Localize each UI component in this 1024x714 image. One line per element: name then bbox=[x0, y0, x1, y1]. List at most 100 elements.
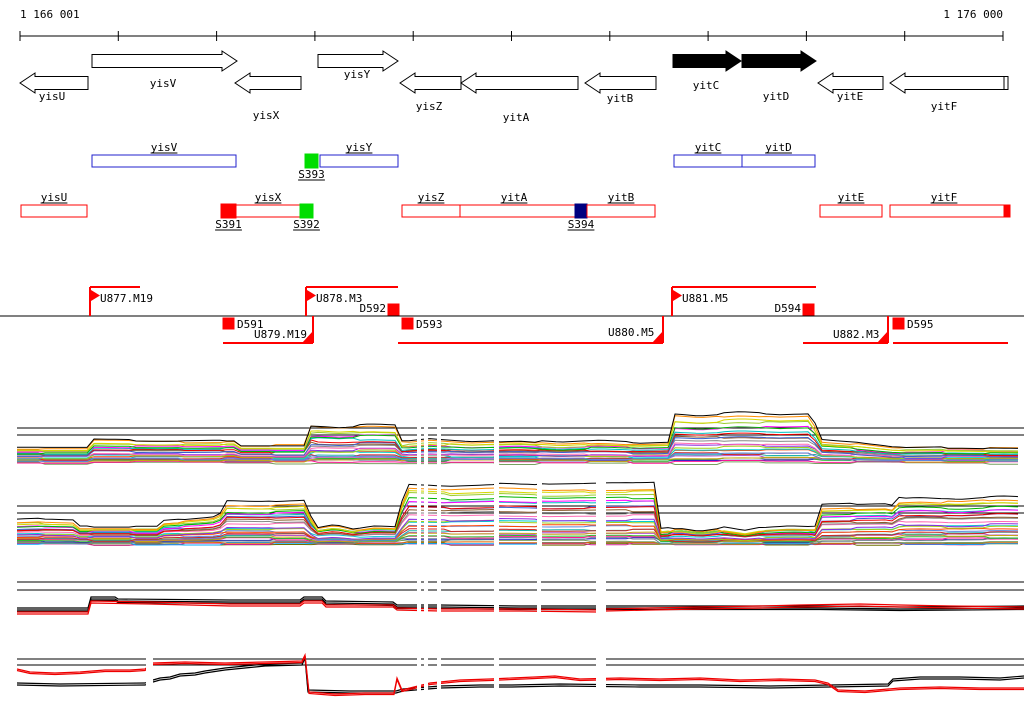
segment-box[interactable] bbox=[459, 204, 588, 218]
gene-arrow-shape[interactable] bbox=[399, 72, 462, 94]
ud-feature-U879.M19[interactable]: U879.M19 bbox=[223, 316, 314, 344]
segment-label[interactable]: yitA bbox=[501, 191, 528, 204]
summary-line-black bbox=[16, 657, 1024, 694]
segment-yisZ[interactable]: yisZ bbox=[401, 191, 461, 218]
segment-yitE[interactable]: yitE bbox=[819, 191, 883, 218]
ud-feature-U880.M5[interactable]: U880.M5 bbox=[398, 316, 664, 344]
ud-label: D593 bbox=[416, 318, 443, 331]
segment-label[interactable]: yitE bbox=[838, 191, 865, 204]
data-gap bbox=[596, 477, 606, 552]
segment-S393[interactable]: S393 bbox=[298, 153, 325, 181]
segment-box[interactable] bbox=[586, 204, 656, 218]
profile-line bbox=[17, 430, 1018, 455]
segment-label[interactable]: yisZ bbox=[418, 191, 445, 204]
segment-box[interactable] bbox=[889, 204, 1011, 218]
segment-square[interactable] bbox=[299, 203, 314, 219]
gene-arrow-yitD[interactable]: yitD bbox=[741, 50, 817, 103]
segment-square[interactable] bbox=[304, 153, 319, 169]
segment-label[interactable]: yitC bbox=[695, 141, 722, 154]
gene-arrow-yisU[interactable]: yisU bbox=[19, 72, 89, 103]
ruler-start-coordinate: 1 166 001 bbox=[20, 8, 80, 21]
gene-label: yisU bbox=[39, 90, 66, 103]
gene-arrow-shape[interactable] bbox=[741, 50, 817, 72]
segment-yitC[interactable]: yitC bbox=[673, 141, 743, 168]
segment-yisV[interactable]: yisV bbox=[91, 141, 237, 168]
segment-label[interactable]: yisY bbox=[346, 141, 373, 154]
segment-box[interactable] bbox=[319, 154, 399, 168]
gene-label: yitD bbox=[763, 90, 790, 103]
gene-arrow-shape[interactable] bbox=[817, 72, 884, 94]
ud-feature-D595[interactable]: D595 bbox=[892, 317, 1008, 344]
segment-box[interactable] bbox=[819, 204, 883, 218]
ud-label: D591 bbox=[237, 318, 264, 331]
segment-box[interactable] bbox=[741, 154, 816, 168]
segment-label[interactable]: yisX bbox=[255, 191, 282, 204]
gene-arrow-shape[interactable] bbox=[19, 72, 89, 94]
segment-S394[interactable]: S394 bbox=[567, 203, 595, 231]
segment-box[interactable] bbox=[673, 154, 743, 168]
segment-label[interactable]: S394 bbox=[568, 218, 595, 231]
segment-label[interactable]: yitB bbox=[608, 191, 635, 204]
segment-box[interactable] bbox=[235, 204, 301, 218]
segment-label[interactable]: S391 bbox=[215, 218, 242, 231]
ud-feature-D593[interactable]: D593 bbox=[401, 317, 443, 331]
ud-track: U877.M19 U878.M3 U881.M5 U879.M19 U880.M5 U88… bbox=[0, 286, 1024, 344]
signal-panel-summary-signal-b bbox=[16, 650, 1024, 702]
gene-arrow-yisV[interactable]: yisV bbox=[91, 50, 238, 90]
segment-label[interactable]: S393 bbox=[298, 168, 325, 181]
gene-arrow-shape[interactable] bbox=[889, 72, 1009, 94]
ud-break-square[interactable] bbox=[222, 317, 235, 330]
ud-break-square[interactable] bbox=[387, 303, 400, 316]
segment-box[interactable] bbox=[20, 204, 88, 218]
gene-arrow-yisY[interactable]: yisY bbox=[317, 50, 399, 81]
ud-break-square[interactable] bbox=[401, 317, 414, 330]
ud-break-square[interactable] bbox=[892, 317, 905, 330]
segment-S392[interactable]: S392 bbox=[293, 203, 320, 231]
ud-feature-U881.M5[interactable]: U881.M5 bbox=[671, 286, 816, 316]
ud-feature-U882.M3[interactable]: U882.M3 bbox=[803, 316, 889, 344]
gene-arrow-yitF[interactable]: yitF bbox=[889, 72, 1009, 113]
gene-arrow-yisZ[interactable]: yisZ bbox=[399, 72, 462, 113]
segment-square[interactable] bbox=[220, 203, 237, 219]
ud-break-square[interactable] bbox=[802, 303, 815, 316]
gene-arrow-shape[interactable] bbox=[460, 72, 579, 94]
segment-yisX[interactable]: yisX bbox=[235, 191, 301, 218]
data-gap bbox=[417, 406, 421, 470]
profile-line bbox=[16, 528, 1019, 543]
segment-yisU[interactable]: yisU bbox=[20, 191, 88, 218]
ud-feature-D594[interactable]: D594 bbox=[775, 302, 815, 316]
ud-feature-D592[interactable]: D592 bbox=[360, 302, 400, 316]
segment-yitB[interactable]: yitB bbox=[586, 191, 656, 218]
segment-yitF[interactable]: yitF bbox=[889, 191, 1011, 218]
ud-feature-D591[interactable]: D591 bbox=[222, 317, 264, 331]
signal-panel-expression-profiles-strand-plus bbox=[17, 406, 1024, 470]
ud-label: U881.M5 bbox=[682, 292, 728, 305]
segment-label[interactable]: yisU bbox=[41, 191, 68, 204]
ruler-end-coordinate: 1 176 000 bbox=[943, 8, 1003, 21]
gene-arrow-shape[interactable] bbox=[234, 72, 302, 94]
gene-arrow-yisX[interactable]: yisX bbox=[234, 72, 302, 122]
segment-yisY[interactable]: yisY bbox=[319, 141, 399, 168]
gene-arrow-shape[interactable] bbox=[317, 50, 399, 72]
gene-arrow-yitB[interactable]: yitB bbox=[584, 72, 657, 105]
ud-feature-U877.M19[interactable]: U877.M19 bbox=[89, 286, 153, 316]
gene-arrow-shape[interactable] bbox=[91, 50, 238, 72]
segment-label[interactable]: yisV bbox=[151, 141, 178, 154]
segment-yitA[interactable]: yitA bbox=[459, 191, 588, 218]
segment-label[interactable]: yitF bbox=[931, 191, 958, 204]
segment-box[interactable] bbox=[91, 154, 237, 168]
gene-arrow-yitE[interactable]: yitE bbox=[817, 72, 884, 103]
segment-box[interactable] bbox=[401, 204, 461, 218]
segment-label[interactable]: yitD bbox=[765, 141, 792, 154]
gene-arrow-shape[interactable] bbox=[584, 72, 657, 94]
ud-feature-U878.M3[interactable]: U878.M3 bbox=[305, 286, 398, 316]
segment-label[interactable]: S392 bbox=[293, 218, 320, 231]
data-gap bbox=[537, 477, 542, 552]
segment-square[interactable] bbox=[574, 203, 588, 219]
profile-line bbox=[16, 496, 1019, 537]
segment-S391[interactable]: S391 bbox=[215, 203, 242, 231]
gene-arrow-yitA[interactable]: yitA bbox=[460, 72, 579, 124]
gene-arrow-yitC[interactable]: yitC bbox=[672, 50, 742, 92]
segment-yitD[interactable]: yitD bbox=[741, 141, 816, 168]
gene-arrow-shape[interactable] bbox=[672, 50, 742, 72]
